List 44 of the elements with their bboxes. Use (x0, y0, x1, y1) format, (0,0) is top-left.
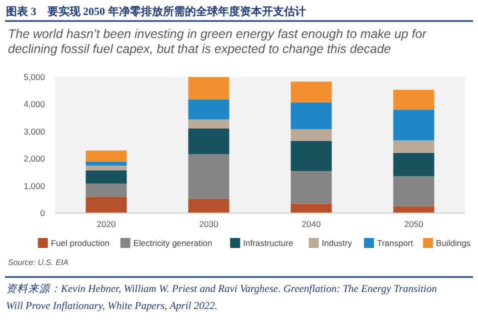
bar (393, 90, 434, 110)
bar (393, 110, 434, 140)
bar (86, 170, 127, 184)
bar (290, 140, 332, 172)
legend-label: Transport (376, 238, 414, 248)
bar (86, 184, 127, 197)
bar (188, 77, 230, 100)
x-tick-label: 2040 (302, 219, 321, 229)
chart-title: 图表 3 要实现 2050 年净零排放所需的全球年度资本开支估计 (6, 5, 306, 18)
y-tick-label: 5,000 (24, 72, 46, 82)
bar (290, 129, 332, 141)
y-tick-label: 4,000 (24, 99, 46, 110)
y-tick-label: 1,000 (24, 180, 46, 191)
bar (290, 204, 332, 213)
legend-label: Fuel production (50, 238, 110, 248)
text: 资料来源：Kevin Hebner, William W. Priest and Ravi Varghese. Greenflation: The Energy Transition Will Prove Inflationary, White Papers, April 2022. (6, 283, 437, 312)
bar (188, 119, 230, 128)
legend-label: Infrastructure (243, 238, 294, 248)
bar (290, 102, 332, 130)
bar (393, 152, 434, 176)
bar (86, 150, 127, 162)
legend-label: Buildings (436, 238, 471, 248)
bar (290, 171, 332, 204)
chart-subtitle: The world hasn’t been investing in green energy fast enough to make up for declining fossil fuel capex, but that is expected to change this decade (8, 27, 428, 56)
bar (290, 82, 332, 102)
bar (188, 128, 230, 154)
bar (188, 99, 230, 120)
bar (86, 166, 127, 170)
x-tick-label: 2020 (96, 219, 116, 229)
bar (86, 196, 127, 213)
x-tick-label: 2050 (404, 219, 424, 229)
bar (393, 206, 434, 213)
source-note: Source: U.S. EIA (8, 258, 68, 267)
legend-label: Electricity generation (133, 238, 213, 248)
bar (393, 140, 434, 153)
legend-label: Industry (322, 238, 353, 248)
y-tick-label: 3,000 (24, 126, 46, 136)
x-tick-label: 2030 (199, 219, 218, 229)
y-tick-label: 2,000 (24, 154, 46, 164)
bar (188, 198, 230, 213)
y-tick-label: 0 (40, 208, 46, 218)
bar (188, 154, 230, 199)
bar (393, 176, 434, 206)
bar (86, 162, 127, 166)
